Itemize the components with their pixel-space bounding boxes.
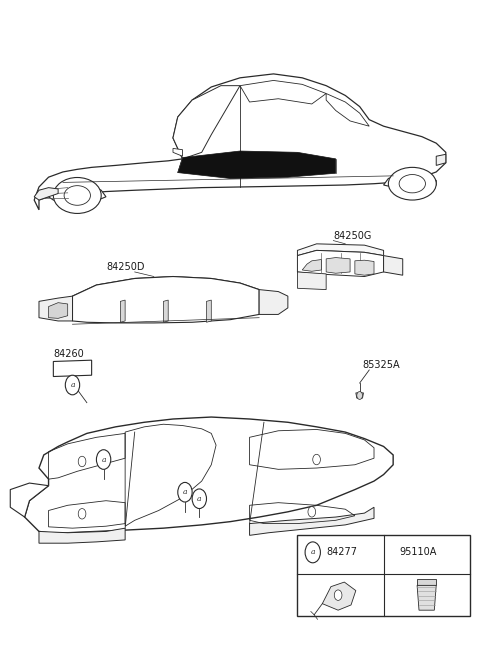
Text: 84260: 84260 [53,349,84,359]
Polygon shape [326,257,350,273]
Polygon shape [206,300,211,322]
Polygon shape [39,528,125,543]
Polygon shape [298,272,326,290]
Circle shape [305,542,321,563]
Polygon shape [384,255,403,275]
Text: 95110A: 95110A [399,548,436,557]
Circle shape [357,392,362,400]
Text: a: a [101,455,106,464]
Polygon shape [34,74,446,210]
Polygon shape [298,250,384,276]
Ellipse shape [53,178,101,214]
Polygon shape [48,185,106,202]
Polygon shape [417,586,436,610]
Circle shape [65,375,80,395]
Polygon shape [173,149,182,157]
Polygon shape [163,300,168,322]
Polygon shape [120,300,125,322]
Text: a: a [183,488,187,496]
Text: a: a [70,381,75,389]
Polygon shape [24,417,393,533]
Circle shape [78,457,86,467]
Text: 85325A: 85325A [362,360,400,370]
Polygon shape [259,290,288,314]
Circle shape [192,489,206,508]
Circle shape [78,508,86,519]
Text: 84277: 84277 [326,548,357,557]
Polygon shape [326,94,369,126]
Circle shape [334,590,342,601]
Circle shape [313,455,321,465]
Ellipse shape [64,185,90,205]
Polygon shape [302,259,322,271]
FancyBboxPatch shape [298,534,470,616]
Polygon shape [250,507,374,535]
Polygon shape [323,582,356,610]
Polygon shape [417,579,436,586]
Text: a: a [197,495,202,503]
Polygon shape [298,244,384,255]
Polygon shape [72,276,259,301]
Text: 84250D: 84250D [106,262,144,272]
Circle shape [178,482,192,502]
Polygon shape [48,303,68,318]
Polygon shape [10,483,48,517]
Polygon shape [178,151,336,178]
Polygon shape [240,81,326,104]
Circle shape [308,506,316,517]
Ellipse shape [388,168,436,200]
Polygon shape [72,276,259,323]
Polygon shape [173,86,240,159]
Circle shape [96,450,111,470]
Polygon shape [436,155,446,166]
Polygon shape [39,296,72,321]
Polygon shape [356,393,363,398]
Text: 84250G: 84250G [333,231,372,240]
Ellipse shape [399,174,425,193]
Polygon shape [34,187,58,200]
Polygon shape [53,360,92,377]
Text: a: a [311,548,315,556]
Polygon shape [355,260,374,275]
Polygon shape [384,174,436,189]
